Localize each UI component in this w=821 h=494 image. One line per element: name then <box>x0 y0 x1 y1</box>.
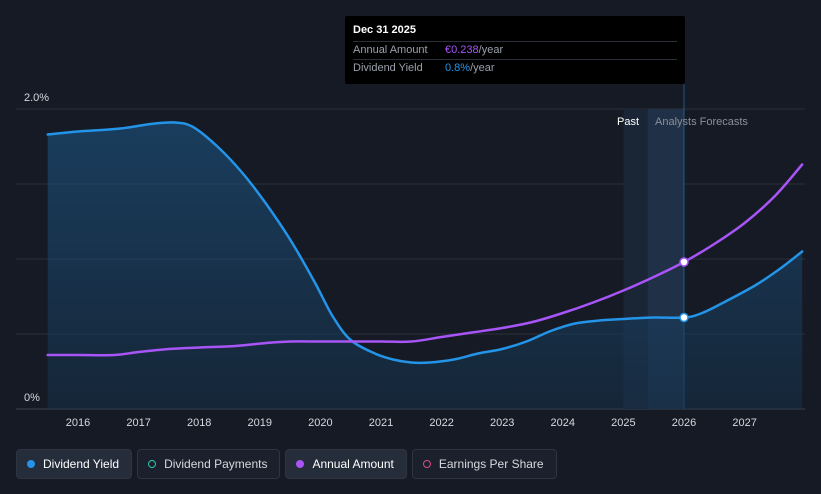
x-tick-label: 2026 <box>672 417 696 429</box>
x-tick-label: 2024 <box>551 417 575 429</box>
axis-labels: Past Analysts Forecasts 2.0% 0% 2016 2017 2018… <box>24 92 757 429</box>
annual-amount-marker <box>679 257 689 267</box>
x-tick-label: 2016 <box>66 417 90 429</box>
dividend-yield-marker <box>679 312 689 323</box>
x-tick-label: 2023 <box>490 417 514 429</box>
legend-dividend-payments-label: Dividend Payments <box>164 457 268 471</box>
x-tick-label: 2020 <box>308 417 332 429</box>
tooltip-amount-label: Annual Amount <box>353 44 428 56</box>
legend-dividend-yield-label: Dividend Yield <box>43 457 120 471</box>
legend-annual-amount[interactable]: Annual Amount <box>285 449 407 479</box>
tooltip-yield-label: Dividend Yield <box>353 62 423 74</box>
tooltip-yield-unit: /year <box>470 62 495 74</box>
legend-dividend-payments[interactable]: Dividend Payments <box>137 449 281 479</box>
tooltip-yield-row: Dividend Yield 0.8%/year <box>353 59 677 77</box>
legend-dividend-yield-icon <box>27 460 35 468</box>
x-tick-label: 2021 <box>369 417 393 429</box>
area-layer <box>47 122 803 409</box>
tooltip-amount-value: €0.238 <box>445 44 479 56</box>
x-tick-label: 2019 <box>248 417 272 429</box>
dividend-yield-area <box>47 122 803 409</box>
tooltip-amount-row: Annual Amount €0.238/year <box>353 41 677 59</box>
chart-tooltip: Dec 31 2025 Annual Amount €0.238/year Di… <box>345 16 685 84</box>
chart-legend: Dividend Yield Dividend Payments Annual … <box>16 449 557 479</box>
tooltip-amount-unit: /year <box>478 44 504 56</box>
marker-layer <box>679 257 689 323</box>
legend-dividend-yield[interactable]: Dividend Yield <box>16 449 133 479</box>
x-tick-label: 2025 <box>611 417 635 429</box>
past-label: Past <box>617 116 639 128</box>
dividend-chart: Past Analysts Forecasts 2.0% 0% 2016 2017 2018… <box>16 84 805 429</box>
x-tick-label: 2018 <box>187 417 211 429</box>
legend-earnings-per-share-icon <box>422 460 431 468</box>
legend-earnings-per-share[interactable]: Earnings Per Share <box>411 449 557 479</box>
x-tick-label: 2022 <box>429 417 453 429</box>
y-tick-label: 2.0% <box>24 92 49 104</box>
y-tick-label: 0% <box>24 392 40 404</box>
legend-annual-amount-icon <box>296 460 305 468</box>
legend-earnings-per-share-label: Earnings Per Share <box>438 457 544 471</box>
tooltip-date: Dec 31 2025 <box>353 24 416 36</box>
forecast-label: Analysts Forecasts <box>655 116 748 128</box>
x-tick-label: 2017 <box>126 417 150 429</box>
legend-annual-amount-label: Annual Amount <box>312 457 394 471</box>
x-tick-label: 2027 <box>732 417 756 429</box>
tooltip-yield-value: 0.8% <box>445 62 471 74</box>
legend-dividend-payments-icon <box>148 460 157 468</box>
